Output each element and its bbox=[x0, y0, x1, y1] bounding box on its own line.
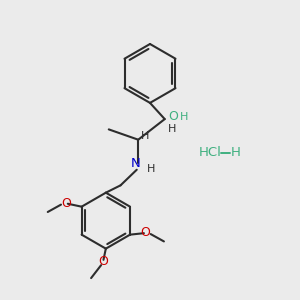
Text: O: O bbox=[140, 226, 150, 239]
Text: O: O bbox=[61, 196, 71, 210]
Text: H: H bbox=[230, 146, 240, 159]
Text: O: O bbox=[168, 110, 178, 123]
Text: O: O bbox=[98, 254, 108, 268]
Text: N: N bbox=[131, 157, 141, 170]
Text: H: H bbox=[141, 131, 149, 141]
Text: H: H bbox=[168, 124, 177, 134]
Text: HCl: HCl bbox=[199, 146, 222, 159]
Text: H: H bbox=[180, 112, 188, 122]
Text: H: H bbox=[146, 164, 155, 173]
